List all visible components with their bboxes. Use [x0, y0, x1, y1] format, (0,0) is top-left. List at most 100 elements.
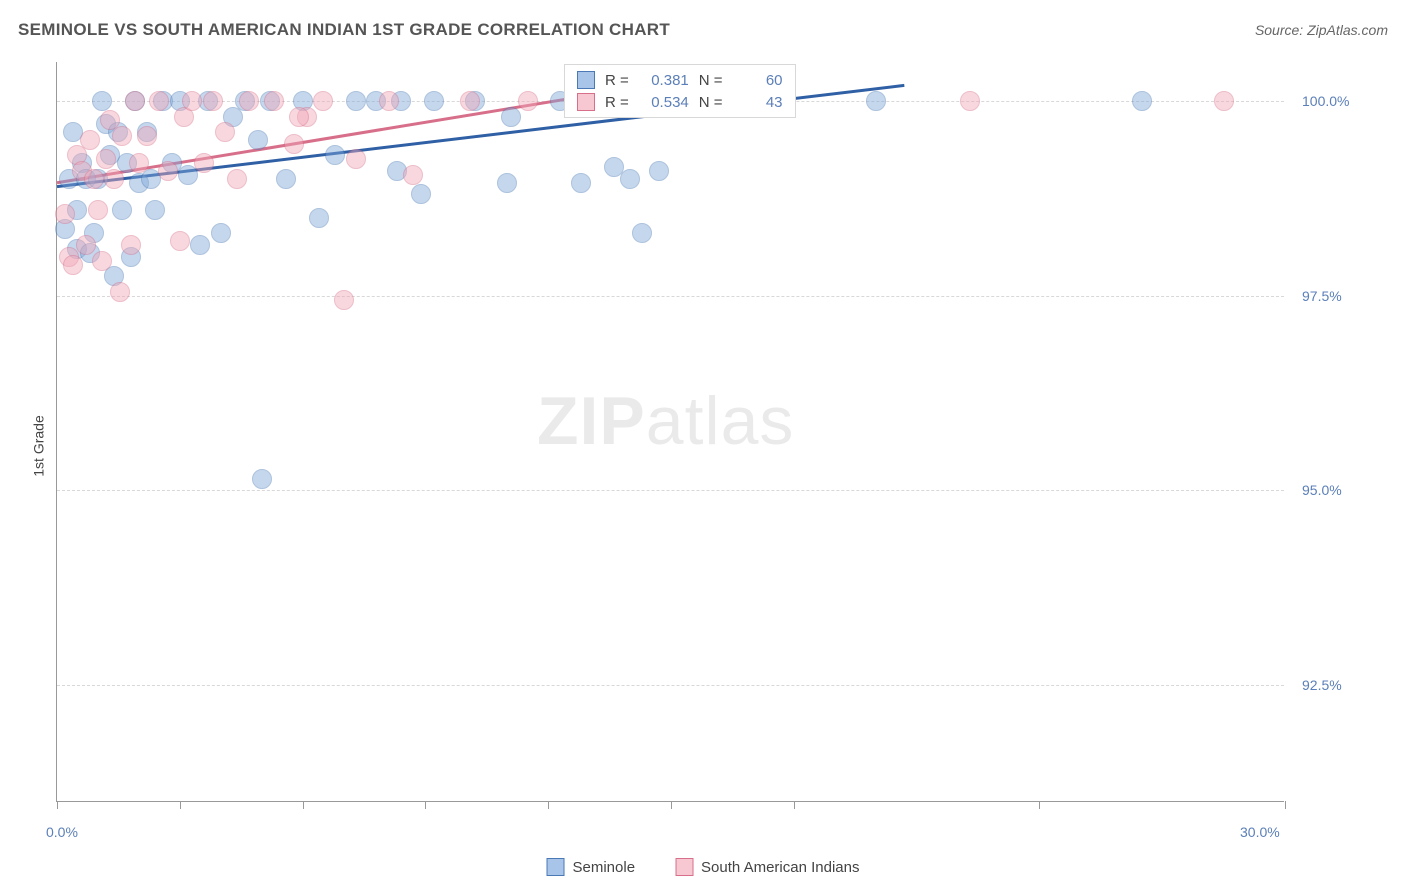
data-point	[63, 255, 83, 275]
legend-swatch	[577, 93, 595, 111]
stat-r-label: R =	[605, 94, 629, 111]
stats-row: R = 0.534 N = 43	[565, 91, 795, 113]
data-point	[137, 126, 157, 146]
y-tick-label: 92.5%	[1302, 677, 1342, 693]
stat-n-label: N =	[699, 72, 723, 89]
data-point	[325, 145, 345, 165]
data-point	[129, 153, 149, 173]
bottom-legend: Seminole South American Indians	[547, 858, 860, 876]
data-point	[125, 91, 145, 111]
y-tick-label: 97.5%	[1302, 288, 1342, 304]
data-point	[411, 184, 431, 204]
data-point	[112, 200, 132, 220]
stat-n-value: 43	[733, 94, 783, 111]
data-point	[264, 91, 284, 111]
data-point	[518, 91, 538, 111]
data-point	[289, 107, 309, 127]
data-point	[190, 235, 210, 255]
data-point	[170, 231, 190, 251]
correlation-stats-box: R = 0.381 N = 60 R = 0.534 N = 43	[564, 64, 796, 118]
gridline	[57, 490, 1284, 491]
data-point	[284, 134, 304, 154]
data-point	[211, 223, 231, 243]
chart-title: SEMINOLE VS SOUTH AMERICAN INDIAN 1ST GR…	[18, 20, 670, 40]
data-point	[276, 169, 296, 189]
data-point	[227, 169, 247, 189]
x-tick-mark	[180, 801, 181, 809]
stat-r-label: R =	[605, 72, 629, 89]
legend-item: South American Indians	[675, 858, 859, 876]
legend-swatch	[675, 858, 693, 876]
y-axis-label: 1st Grade	[31, 415, 47, 476]
legend-swatch	[577, 71, 595, 89]
data-point	[866, 91, 886, 111]
data-point	[620, 169, 640, 189]
data-point	[203, 91, 223, 111]
data-point	[76, 235, 96, 255]
x-tick-mark	[425, 801, 426, 809]
data-point	[92, 91, 112, 111]
gridline	[57, 685, 1284, 686]
chart-header: SEMINOLE VS SOUTH AMERICAN INDIAN 1ST GR…	[18, 20, 1388, 40]
data-point	[346, 91, 366, 111]
data-point	[121, 235, 141, 255]
data-point	[239, 91, 259, 111]
x-tick-mark	[1285, 801, 1286, 809]
data-point	[110, 282, 130, 302]
plot-area: ZIPatlas	[56, 62, 1284, 802]
data-point	[497, 173, 517, 193]
x-tick-mark	[57, 801, 58, 809]
stat-n-value: 60	[733, 72, 783, 89]
legend-swatch	[547, 858, 565, 876]
data-point	[571, 173, 591, 193]
y-tick-label: 95.0%	[1302, 482, 1342, 498]
data-point	[96, 149, 116, 169]
x-tick-mark	[303, 801, 304, 809]
stat-r-value: 0.381	[639, 72, 689, 89]
chart-source: Source: ZipAtlas.com	[1255, 22, 1388, 38]
data-point	[334, 290, 354, 310]
data-point	[960, 91, 980, 111]
data-point	[313, 91, 333, 111]
x-tick-label: 0.0%	[46, 824, 78, 840]
legend-label: Seminole	[573, 859, 636, 876]
data-point	[88, 200, 108, 220]
data-point	[84, 169, 104, 189]
data-point	[1214, 91, 1234, 111]
stat-r-value: 0.534	[639, 94, 689, 111]
x-tick-label: 30.0%	[1240, 824, 1280, 840]
data-point	[379, 91, 399, 111]
data-point	[248, 130, 268, 150]
gridline	[57, 296, 1284, 297]
data-point	[252, 469, 272, 489]
x-tick-mark	[1039, 801, 1040, 809]
data-point	[104, 169, 124, 189]
data-point	[149, 91, 169, 111]
stat-n-label: N =	[699, 94, 723, 111]
x-tick-mark	[548, 801, 549, 809]
data-point	[158, 161, 178, 181]
data-point	[194, 153, 214, 173]
legend-item: Seminole	[547, 858, 636, 876]
data-point	[346, 149, 366, 169]
data-point	[1132, 91, 1152, 111]
data-point	[632, 223, 652, 243]
data-point	[215, 122, 235, 142]
x-tick-mark	[794, 801, 795, 809]
data-point	[424, 91, 444, 111]
data-point	[182, 91, 202, 111]
data-point	[92, 251, 112, 271]
data-point	[309, 208, 329, 228]
data-point	[501, 107, 521, 127]
data-point	[80, 130, 100, 150]
data-point	[403, 165, 423, 185]
stats-row: R = 0.381 N = 60	[565, 69, 795, 91]
data-point	[112, 126, 132, 146]
data-point	[649, 161, 669, 181]
y-tick-label: 100.0%	[1302, 93, 1349, 109]
legend-label: South American Indians	[701, 859, 859, 876]
data-point	[145, 200, 165, 220]
x-tick-mark	[671, 801, 672, 809]
data-point	[460, 91, 480, 111]
data-point	[55, 204, 75, 224]
